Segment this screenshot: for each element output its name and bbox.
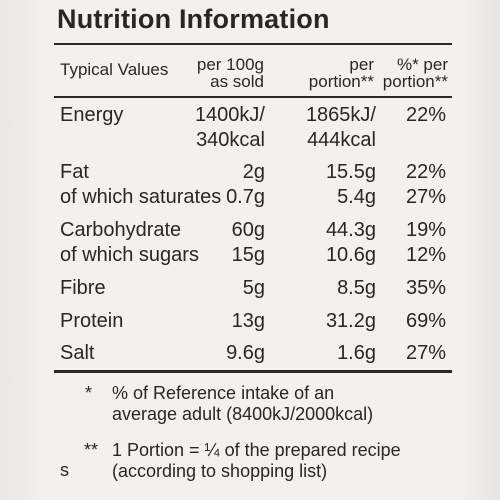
table-row: Protein 13g 31.2g 69% [0, 310, 500, 332]
value-per-portion: 44.3g [325, 219, 376, 241]
table-row: Energy 1400kJ/ 1865kJ/ 22% [0, 104, 500, 126]
nutrient-name: Carbohydrate [60, 219, 182, 241]
value-per-portion: 444kcal [307, 129, 376, 151]
value-reference-intake: 22% [405, 161, 446, 183]
title-divider [54, 43, 452, 45]
header-reference-intake: %* per portion** [383, 56, 448, 90]
value-reference-intake: 19% [405, 219, 446, 241]
header-ri-line2: portion** [382, 72, 448, 91]
page-title: Nutrition Information [57, 4, 330, 34]
footnote-2-line-1: 1 Portion = ¼ of the prepared recipe [112, 440, 401, 460]
value-per-100g: 13g [231, 310, 265, 332]
header-divider [54, 96, 452, 98]
header-per-100g-line2: as sold [210, 72, 264, 91]
table-row: of which saturates 0.7g 5.4g 27% [0, 186, 500, 208]
value-reference-intake: 27% [405, 342, 446, 364]
nutrient-name: Fat [60, 161, 89, 183]
table-row: of which sugars 15g 10.6g 12% [0, 244, 500, 266]
table-row: Salt 9.6g 1.6g 27% [0, 342, 500, 364]
nutrient-name: Fibre [60, 277, 106, 299]
value-per-100g: 340kcal [196, 129, 265, 151]
value-per-100g: 60g [231, 219, 265, 241]
table-row: Fat 2g 15.5g 22% [0, 161, 500, 183]
table-row: 340kcal 444kcal [0, 129, 500, 151]
header-per-100g-line1: per 100g [196, 55, 264, 74]
value-per-100g: 15g [231, 244, 265, 266]
header-per-100g: per 100g as sold [197, 56, 264, 90]
value-per-portion: 10.6g [325, 244, 376, 266]
footnote-1-line-2: average adult (8400kJ/2000kcal) [112, 404, 374, 424]
table-bottom-divider [54, 370, 452, 373]
value-reference-intake: 27% [405, 186, 446, 208]
label-left-edge [0, 0, 44, 500]
footnote-1-marker: * [85, 383, 93, 403]
cropped-side-letter: s [60, 460, 69, 480]
header-per-portion: per portion** [309, 56, 374, 90]
label-right-edge [460, 0, 500, 500]
nutrient-name: of which sugars [60, 244, 199, 266]
table-row: Carbohydrate 60g 44.3g 19% [0, 219, 500, 241]
nutrient-name: of which saturates [60, 186, 222, 208]
value-per-portion: 8.5g [337, 277, 376, 299]
nutrient-name: Energy [60, 104, 124, 126]
header-typical-values: Typical Values [60, 60, 169, 79]
value-per-portion: 15.5g [325, 161, 376, 183]
value-per-portion: 1.6g [337, 342, 376, 364]
value-per-100g: 1400kJ/ [194, 104, 265, 126]
footnote-1-line-1: % of Reference intake of an [112, 383, 335, 403]
value-per-100g: 0.7g [226, 186, 265, 208]
value-reference-intake: 12% [405, 244, 446, 266]
footnote-2-marker: ** [84, 440, 99, 460]
value-per-100g: 5g [242, 277, 265, 299]
value-per-100g: 9.6g [226, 342, 265, 364]
value-per-portion: 5.4g [337, 186, 376, 208]
value-per-portion: 31.2g [325, 310, 376, 332]
header-per-portion-line2: portion** [308, 72, 374, 91]
value-per-portion: 1865kJ/ [305, 104, 376, 126]
value-reference-intake: 69% [405, 310, 446, 332]
nutrient-name: Salt [60, 342, 95, 364]
footnote-2-line-2: (according to shopping list) [112, 461, 328, 481]
value-reference-intake: 35% [405, 277, 446, 299]
value-reference-intake: 22% [405, 104, 446, 126]
header-ri-line1: %* per [396, 55, 448, 74]
header-per-portion-line1: per [349, 55, 374, 74]
nutrient-name: Protein [60, 310, 124, 332]
value-per-100g: 2g [242, 161, 265, 183]
table-row: Fibre 5g 8.5g 35% [0, 277, 500, 299]
